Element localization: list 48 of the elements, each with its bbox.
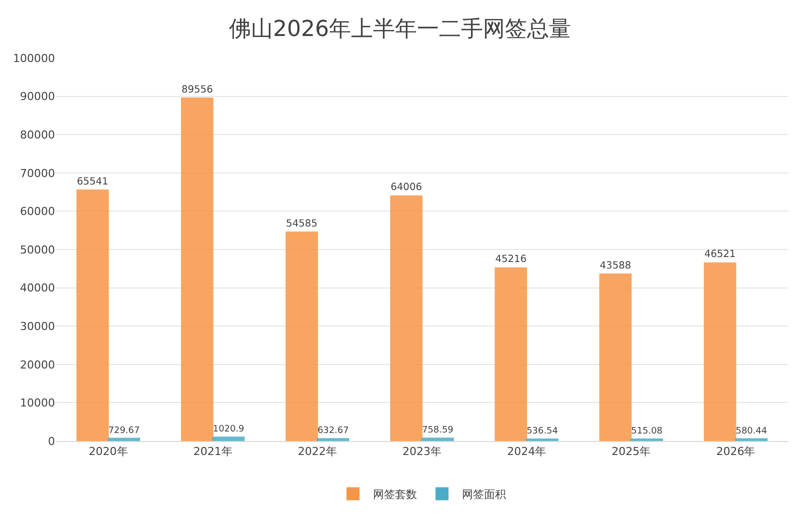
x-tick-label: 2023年 — [402, 445, 442, 458]
y-tick-label: 40000 — [20, 282, 55, 295]
bar — [704, 262, 736, 441]
bar — [212, 436, 245, 441]
bar — [180, 98, 214, 441]
y-tick-label: 50000 — [20, 243, 55, 256]
data-label: 536.54 — [526, 426, 558, 437]
x-tick-label: 2026年 — [716, 445, 756, 458]
data-label: 54585 — [286, 218, 318, 230]
data-label: 515.08 — [631, 426, 663, 437]
legend-label: 网签套数 — [373, 488, 417, 502]
bar — [735, 438, 768, 441]
x-tick-label: 2024年 — [507, 445, 546, 458]
x-tick-label: 2021年 — [193, 445, 232, 458]
data-label: 65541 — [76, 176, 108, 188]
x-tick-label: 2025年 — [612, 445, 651, 458]
data-label: 45216 — [495, 254, 527, 266]
y-tick-label: 0 — [48, 434, 55, 448]
bar — [390, 195, 422, 441]
y-tick-label: 90000 — [20, 90, 55, 104]
data-label: 89556 — [181, 84, 213, 96]
data-label: 758.59 — [422, 426, 454, 436]
y-tick-label: 20000 — [20, 358, 55, 372]
data-label: 729.67 — [108, 426, 140, 436]
bar — [286, 231, 318, 441]
bar — [422, 438, 454, 441]
y-tick-label: 80000 — [20, 128, 55, 142]
y-tick-label: 100000 — [13, 52, 55, 65]
data-label: 1020.9 — [212, 424, 245, 435]
data-label: 580.44 — [736, 426, 768, 436]
data-label: 43588 — [600, 260, 632, 272]
data-label: 64006 — [390, 182, 422, 194]
bar — [76, 189, 109, 441]
chart-title: 佛山2026年上半年一二手网签总量 — [229, 17, 571, 42]
bar — [526, 438, 558, 441]
y-tick-label: 10000 — [20, 396, 55, 410]
data-label: 632.67 — [317, 426, 349, 436]
x-tick-label: 2022年 — [298, 445, 337, 458]
data-label: 46521 — [704, 249, 736, 260]
y-tick-label: 60000 — [20, 205, 55, 218]
bar — [316, 438, 350, 441]
bar — [108, 438, 140, 441]
y-tick-label: 70000 — [20, 166, 55, 180]
legend-label: 网签面积 — [462, 488, 506, 502]
y-tick-label: 30000 — [20, 320, 55, 333]
x-tick-label: 2020年 — [88, 445, 128, 458]
bar — [599, 274, 632, 441]
bar — [494, 267, 528, 441]
